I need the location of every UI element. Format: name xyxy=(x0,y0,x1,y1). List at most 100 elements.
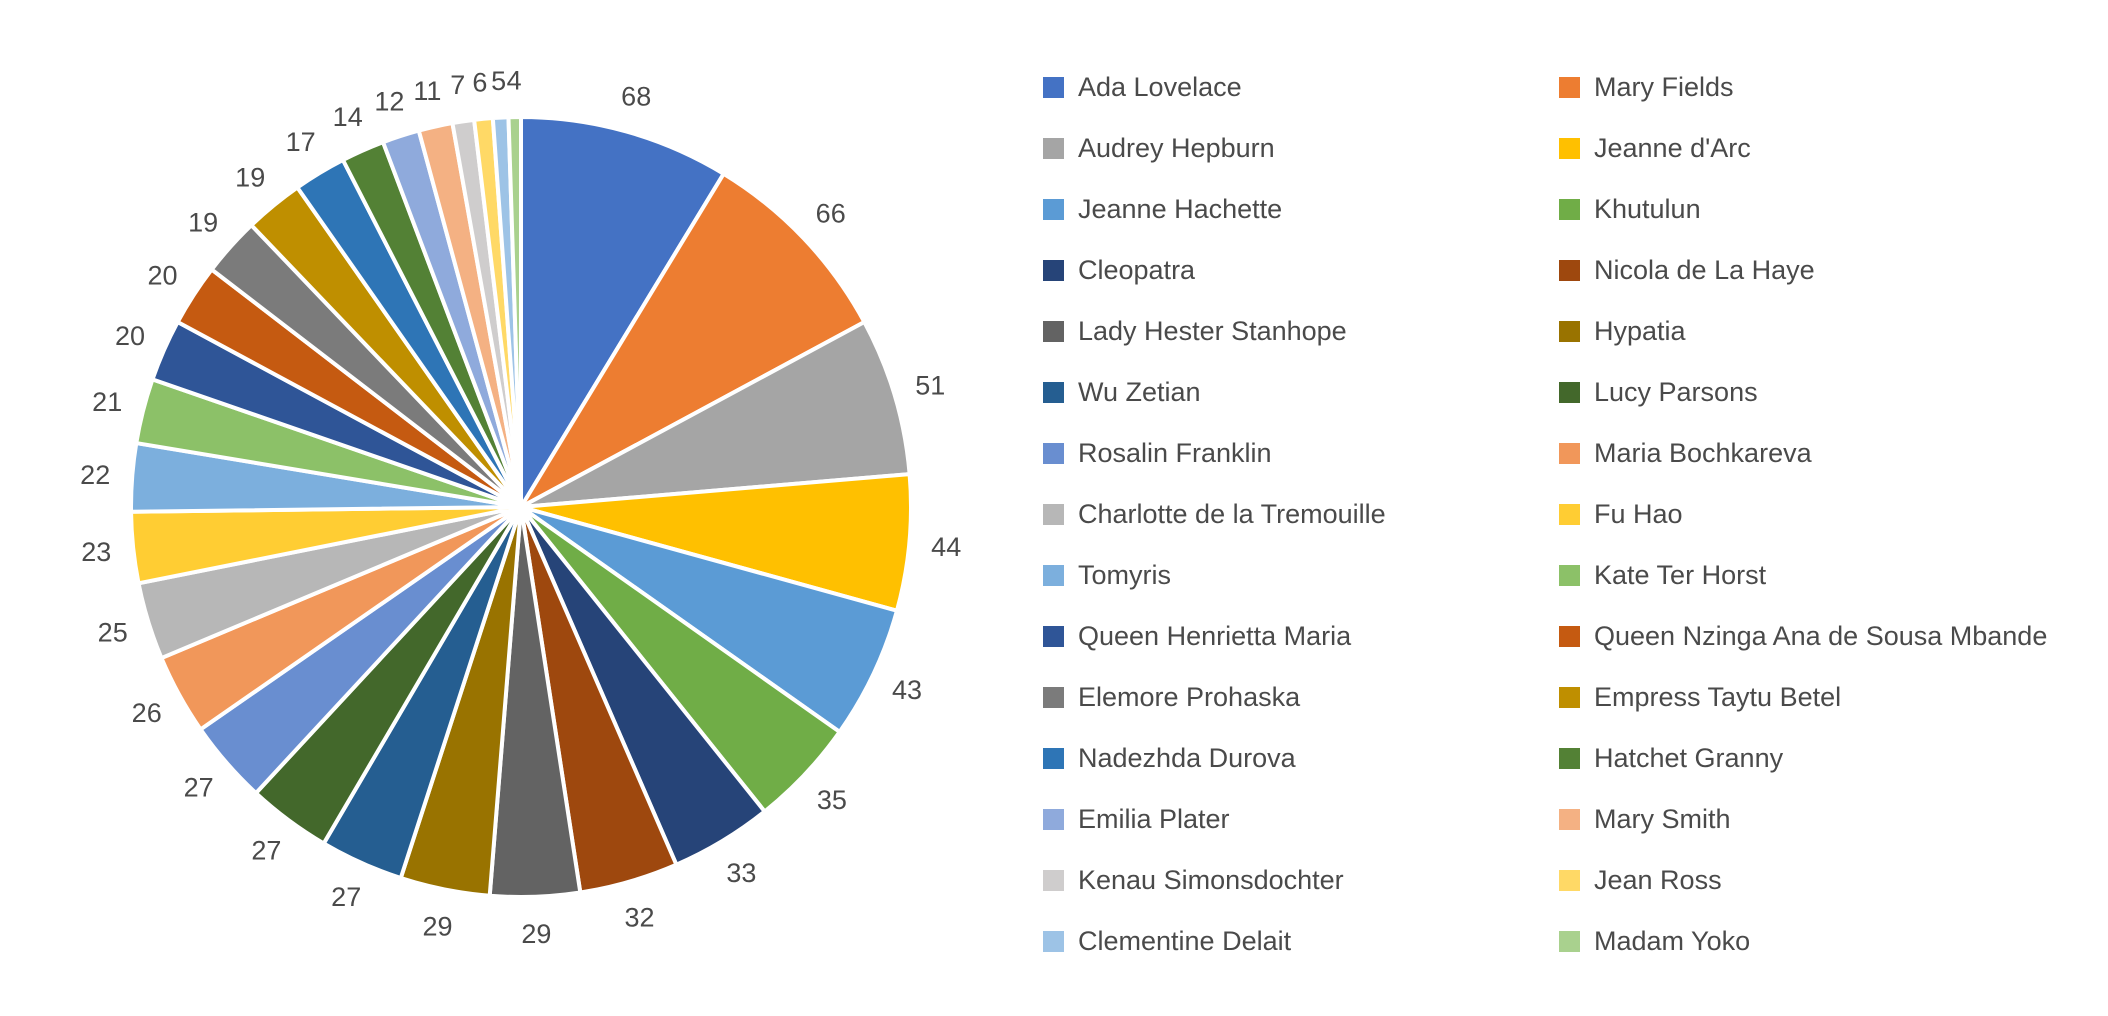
legend-item-madam-yoko[interactable]: Madam Yoko xyxy=(1559,926,2047,957)
pie-slice-madam-yoko[interactable] xyxy=(506,114,523,509)
slice-value-label: 22 xyxy=(80,460,110,490)
slice-value-label: 44 xyxy=(931,532,961,562)
pie-chart: 6866514443353332292927272726252322212020… xyxy=(80,66,961,950)
slice-value-label: 19 xyxy=(188,207,218,237)
slice-value-label: 33 xyxy=(726,858,756,888)
legend-item-cleopatra[interactable]: Cleopatra xyxy=(1043,255,1559,286)
legend-item-tomyris[interactable]: Tomyris xyxy=(1043,560,1559,591)
legend-item-lady-hester-stanhope[interactable]: Lady Hester Stanhope xyxy=(1043,316,1559,347)
legend-swatch-icon xyxy=(1559,687,1580,708)
legend-label: Clementine Delait xyxy=(1078,926,1292,956)
legend-item-kate-ter-horst[interactable]: Kate Ter Horst xyxy=(1559,560,2047,591)
legend-swatch-icon xyxy=(1043,870,1064,891)
legend-swatch-icon xyxy=(1043,504,1064,525)
slice-value-label: 25 xyxy=(98,618,128,648)
pie-slice-jeanne-hachette[interactable] xyxy=(519,505,899,734)
legend-item-khutulun[interactable]: Khutulun xyxy=(1559,194,2047,225)
legend-item-lucy-parsons[interactable]: Lucy Parsons xyxy=(1559,377,2047,408)
slice-value-label: 4 xyxy=(507,66,522,96)
legend-item-queen-henrietta-maria[interactable]: Queen Henrietta Maria xyxy=(1043,621,1559,652)
legend-swatch-icon xyxy=(1559,748,1580,769)
legend-item-rosalin-franklin[interactable]: Rosalin Franklin xyxy=(1043,438,1559,469)
legend-label: Khutulun xyxy=(1594,194,1701,224)
legend-swatch-icon xyxy=(1043,687,1064,708)
legend-label: Jean Ross xyxy=(1594,865,1722,895)
legend-item-audrey-hepburn[interactable]: Audrey Hepburn xyxy=(1043,133,1559,164)
legend-item-charlotte-de-la-tremouille[interactable]: Charlotte de la Tremouille xyxy=(1043,499,1559,530)
legend-label: Hatchet Granny xyxy=(1594,743,1784,773)
legend-label: Lady Hester Stanhope xyxy=(1078,316,1347,346)
pie-slice-mary-fields[interactable] xyxy=(519,171,867,509)
legend-item-jeanne-d-arc[interactable]: Jeanne d'Arc xyxy=(1559,133,2047,164)
legend-label: Audrey Hepburn xyxy=(1078,133,1275,163)
legend-item-nicola-de-la-haye[interactable]: Nicola de La Haye xyxy=(1559,255,2047,286)
legend-label: Queen Nzinga Ana de Sousa Mbande xyxy=(1594,621,2048,651)
legend-item-clementine-delait[interactable]: Clementine Delait xyxy=(1043,926,1559,957)
legend-swatch-icon xyxy=(1559,321,1580,342)
slice-value-label: 14 xyxy=(333,102,363,132)
legend-item-wu-zetian[interactable]: Wu Zetian xyxy=(1043,377,1559,408)
legend-item-maria-bochkareva[interactable]: Maria Bochkareva xyxy=(1559,438,2047,469)
slice-value-label: 26 xyxy=(132,698,162,728)
legend-swatch-icon xyxy=(1559,260,1580,281)
pie-slice-audrey-hepburn[interactable] xyxy=(519,320,912,509)
legend-item-queen-nzinga-ana-de-sousa-mbande[interactable]: Queen Nzinga Ana de Sousa Mbande xyxy=(1559,621,2047,652)
legend-item-elemore-prohaska[interactable]: Elemore Prohaska xyxy=(1043,682,1559,713)
slice-value-label: 27 xyxy=(184,772,214,802)
slice-value-label: 5 xyxy=(491,66,506,96)
legend-label: Fu Hao xyxy=(1594,499,1683,529)
pie-slice-jeanne-d-arc[interactable] xyxy=(519,472,913,613)
legend-swatch-icon xyxy=(1559,382,1580,403)
legend-swatch-icon xyxy=(1043,809,1064,830)
legend-label: Cleopatra xyxy=(1078,255,1196,285)
slice-value-label: 68 xyxy=(621,81,651,111)
legend-label: Jeanne Hachette xyxy=(1078,194,1283,224)
legend-item-hatchet-granny[interactable]: Hatchet Granny xyxy=(1559,743,2047,774)
legend-item-mary-fields[interactable]: Mary Fields xyxy=(1559,72,2047,103)
slice-value-label: 21 xyxy=(92,387,122,417)
legend-label: Empress Taytu Betel xyxy=(1594,682,1842,712)
legend-label: Nadezhda Durova xyxy=(1078,743,1296,773)
legend-label: Wu Zetian xyxy=(1078,377,1201,407)
legend-item-jeanne-hachette[interactable]: Jeanne Hachette xyxy=(1043,194,1559,225)
legend-label: Elemore Prohaska xyxy=(1078,682,1301,712)
legend-item-ada-lovelace[interactable]: Ada Lovelace xyxy=(1043,72,1559,103)
legend-swatch-icon xyxy=(1559,809,1580,830)
legend-swatch-icon xyxy=(1559,504,1580,525)
legend-item-mary-smith[interactable]: Mary Smith xyxy=(1559,804,2047,835)
legend-item-jean-ross[interactable]: Jean Ross xyxy=(1559,865,2047,896)
legend-item-kenau-simonsdochter[interactable]: Kenau Simonsdochter xyxy=(1043,865,1559,896)
slice-value-label: 29 xyxy=(521,919,551,949)
legend-item-emilia-plater[interactable]: Emilia Plater xyxy=(1043,804,1559,835)
legend-swatch-icon xyxy=(1043,138,1064,159)
slice-value-label: 20 xyxy=(115,321,145,351)
legend-label: Charlotte de la Tremouille xyxy=(1078,499,1386,529)
legend-item-empress-taytu-betel[interactable]: Empress Taytu Betel xyxy=(1559,682,2047,713)
pie-slice-ada-lovelace[interactable] xyxy=(519,115,726,509)
legend-swatch-icon xyxy=(1559,626,1580,647)
legend-label: Tomyris xyxy=(1078,560,1171,590)
legend-swatch-icon xyxy=(1559,443,1580,464)
legend-swatch-icon xyxy=(1559,931,1580,952)
slice-value-label: 35 xyxy=(817,785,847,815)
legend-swatch-icon xyxy=(1043,748,1064,769)
slice-value-label: 19 xyxy=(235,162,265,192)
legend-item-nadezhda-durova[interactable]: Nadezhda Durova xyxy=(1043,743,1559,774)
legend-swatch-icon xyxy=(1043,260,1064,281)
legend-item-fu-hao[interactable]: Fu Hao xyxy=(1559,499,2047,530)
slice-value-label: 51 xyxy=(915,371,945,401)
legend-label: Mary Fields xyxy=(1594,72,1734,102)
legend-label: Hypatia xyxy=(1594,316,1686,346)
slice-value-label: 43 xyxy=(892,675,922,705)
slice-value-label: 32 xyxy=(624,903,654,933)
slice-value-label: 20 xyxy=(147,260,177,290)
legend-swatch-icon xyxy=(1559,565,1580,586)
legend-label: Lucy Parsons xyxy=(1594,377,1758,407)
slice-value-label: 17 xyxy=(286,127,316,157)
legend-label: Ada Lovelace xyxy=(1078,72,1242,102)
legend-item-hypatia[interactable]: Hypatia xyxy=(1559,316,2047,347)
slice-value-label: 6 xyxy=(472,67,487,97)
legend-swatch-icon xyxy=(1559,870,1580,891)
legend-swatch-icon xyxy=(1559,199,1580,220)
